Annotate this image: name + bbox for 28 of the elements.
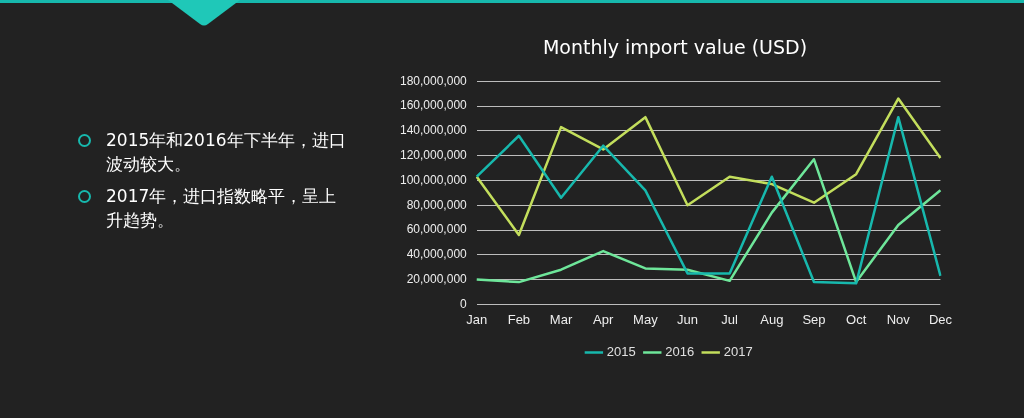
y-tick-label: 20,000,000: [406, 271, 468, 286]
legend-label: 2015: [606, 344, 636, 360]
x-tick-label: Jul: [721, 311, 739, 327]
x-tick-label: Aug: [760, 311, 784, 327]
y-tick-label: 0: [460, 296, 468, 311]
y-tick-label: 160,000,000: [400, 98, 468, 113]
y-tick-label: 140,000,000: [400, 123, 468, 138]
y-tick-label: 40,000,000: [406, 247, 468, 262]
x-tick-label: Dec: [928, 311, 953, 327]
text: 2015年和2016年下半年，进口波动较大。: [106, 130, 346, 174]
legend-label: 2017: [723, 344, 753, 360]
x-tick-label: Jan: [466, 311, 488, 327]
text: 2017年，进口指数略平，呈上升趋势。: [106, 186, 337, 230]
x-tick-label: Sep: [802, 311, 826, 327]
x-tick-label: Oct: [846, 311, 867, 327]
y-tick-label: 120,000,000: [400, 147, 468, 162]
x-tick-label: Feb: [507, 311, 531, 327]
x-tick-label: Mar: [549, 311, 573, 327]
legend-label: 2016: [665, 344, 695, 360]
y-tick-label: 180,000,000: [400, 73, 468, 88]
y-tick-label: 80,000,000: [406, 197, 468, 212]
x-tick-label: Apr: [593, 311, 614, 327]
x-tick-label: May: [633, 311, 659, 327]
x-tick-label: Nov: [886, 311, 911, 327]
y-tick-label: 100,000,000: [400, 172, 468, 187]
chart-title: Monthly import value (USD): [541, 36, 809, 58]
y-tick-label: 60,000,000: [406, 222, 468, 237]
x-tick-label: Jun: [677, 311, 698, 327]
